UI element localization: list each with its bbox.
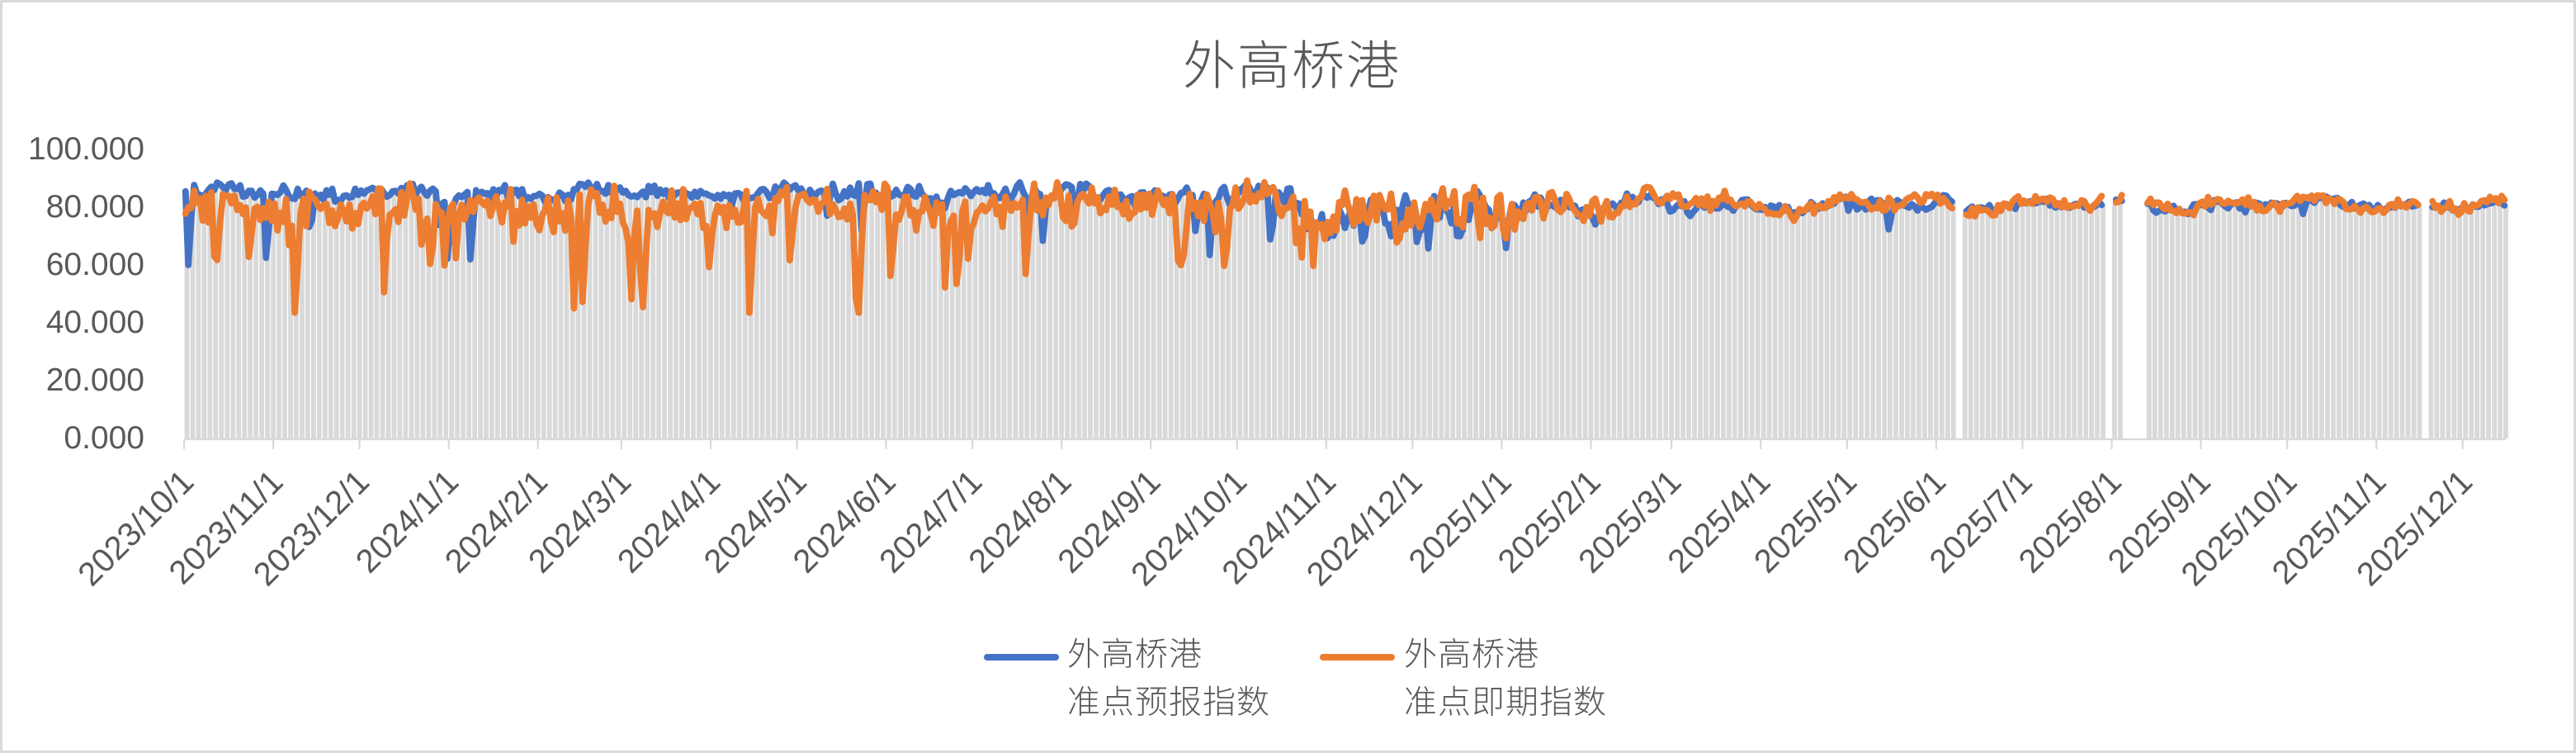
svg-text:40.000: 40.000 xyxy=(46,305,144,340)
svg-text:0.000: 0.000 xyxy=(64,420,144,456)
svg-text:60.000: 60.000 xyxy=(46,247,144,282)
svg-text:100.000: 100.000 xyxy=(28,131,144,167)
svg-text:80.000: 80.000 xyxy=(46,189,144,225)
svg-text:20.000: 20.000 xyxy=(46,362,144,398)
